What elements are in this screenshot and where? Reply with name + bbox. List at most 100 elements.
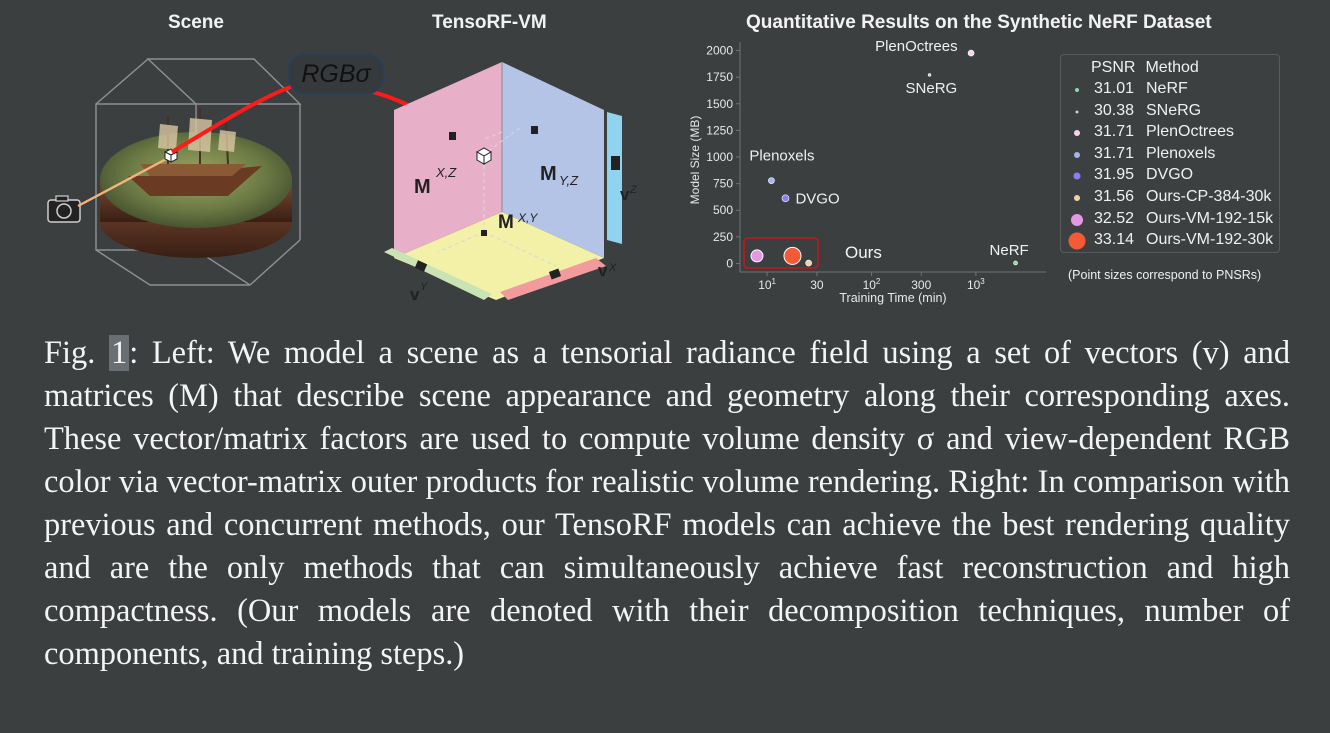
legend-method: DVGO [1146, 166, 1194, 184]
legend-psnr: 31.95 [1094, 166, 1135, 184]
y-tick-label: 2000 [706, 44, 733, 58]
camera-icon [47, 195, 81, 223]
legend-marker [1068, 232, 1086, 250]
legend-method: Ours-VM-192-30k [1146, 231, 1274, 249]
legend-row: 31.95 DVGO [1061, 165, 1279, 186]
scene-title: Scene [168, 12, 224, 33]
y-tick-label: 1750 [706, 70, 733, 84]
legend-psnr: 31.56 [1094, 188, 1135, 205]
legend-psnr: 33.14 [1094, 231, 1135, 249]
plane-xz [394, 62, 502, 258]
ours-highlight-box [743, 237, 819, 269]
legend-method: NeRF [1146, 80, 1188, 97]
camera-ray [77, 155, 171, 208]
x-tick-label: 103 [967, 277, 985, 292]
figure-graphics: RGBσ M X,Z M Y,Z M X,Y v Z v [47, 38, 1046, 305]
point-label-nerf: NeRF [990, 242, 1029, 259]
legend-row: 31.71 Plenoxels [1061, 144, 1279, 165]
legend-marker [1073, 172, 1081, 180]
chart-footnote: (Point sizes correspond to PNSRs) [1068, 268, 1262, 282]
figure-caption: Fig. 1: Left: We model a scene as a tens… [44, 332, 1290, 676]
legend-row: 31.01 NeRF [1061, 79, 1279, 100]
matrix-xz-label: M [414, 176, 431, 198]
matrix-xy-sup: X,Y [517, 211, 538, 225]
caption-fig-number[interactable]: 1 [108, 335, 130, 371]
y-tick-label: 1500 [706, 97, 733, 111]
ship-scene-image [100, 108, 292, 258]
matrix-xz-sup: X,Z [435, 165, 457, 180]
vector-x-marker [548, 268, 562, 280]
legend-row: 32.52 Ours-VM-192-15k [1061, 209, 1279, 230]
legend-marker [1071, 213, 1083, 226]
y-tick-label: 750 [713, 177, 733, 191]
x-tick-label: 101 [758, 277, 776, 292]
legend-header: PSNR Method [1091, 59, 1209, 77]
vector-z-sup: Z [629, 184, 638, 196]
vector-z-label: v [620, 185, 630, 204]
y-tick-label: 1000 [706, 150, 733, 164]
point-plenoxels [768, 177, 775, 184]
vector-y [384, 248, 492, 300]
point-dvgo [781, 194, 790, 203]
legend-psnr: 31.71 [1094, 123, 1135, 141]
x-axis-label: Training Time (min) [839, 291, 946, 305]
scatter-chart: 0 250 500 750 1000 1250 1500 1750 2000 101 30 102 3… [688, 38, 1046, 305]
vector-y-sup: Y [420, 281, 428, 293]
tensorf-vm-diagram [384, 62, 622, 300]
legend-marker [1075, 88, 1079, 92]
point-ours-vm-192-30k [783, 246, 802, 265]
point-label-plenoctrees: PlenOctrees [875, 38, 958, 55]
legend-method: SNeRG [1146, 101, 1202, 119]
legend-marker [1075, 110, 1079, 114]
y-tick-label: 500 [713, 203, 733, 217]
legend-row: 31.71 PlenOctrees [1061, 122, 1279, 143]
point-ours-vm-192-15k [750, 249, 764, 263]
vector-z-marker [611, 156, 620, 170]
chart-title: Quantitative Results on the Synthetic Ne… [746, 12, 1212, 33]
vector-z [607, 112, 622, 244]
plane-yz [502, 62, 604, 258]
x-tick-label: 102 [863, 277, 881, 292]
matrix-xy-label: M [498, 212, 514, 233]
caption-text: : Left: We model a scene as a tensorial … [44, 335, 1291, 672]
legend-psnr: 31.01 [1094, 80, 1135, 97]
x-tick-label: 30 [810, 278, 824, 292]
legend-psnr: 32.52 [1094, 209, 1135, 227]
legend-psnr: 31.71 [1094, 144, 1135, 162]
point-nerf [1013, 260, 1018, 266]
legend-method: Ours-CP-384-30k [1146, 188, 1272, 205]
legend-method: PlenOctrees [1146, 123, 1235, 141]
legend-header-method: Method [1145, 59, 1199, 76]
legend-method: Ours-VM-192-15k [1146, 209, 1274, 227]
point-label-snerg: SNeRG [906, 80, 958, 97]
legend-method: Plenoxels [1146, 144, 1216, 162]
point-ours-cp-384-30k [805, 259, 812, 267]
legend-marker [1074, 151, 1080, 158]
y-tick-label: 0 [726, 256, 733, 270]
matrix-yz-label: M [540, 163, 557, 185]
y-tick-label: 250 [713, 230, 733, 244]
chart-legend: PSNR Method 31.01 NeRF 30.38 SNeRG 31.71 PlenO… [1060, 54, 1280, 253]
vector-x [500, 258, 606, 300]
legend-marker [1074, 195, 1080, 201]
legend-header-psnr: PSNR [1091, 59, 1136, 76]
legend-row: 31.56 Ours-CP-384-30k [1061, 187, 1279, 208]
vm-sample-cube [475, 147, 493, 165]
matrix-yz-sup: Y,Z [559, 173, 579, 188]
y-axis-label: Model Size (MB) [688, 116, 702, 205]
rgb-sigma-label: RGBσ [301, 60, 371, 88]
point-label-plenoxels: Plenoxels [749, 148, 814, 165]
legend-row: 33.14 Ours-VM-192-30k [1061, 230, 1279, 251]
point-snerg [927, 73, 932, 77]
ours-label: Ours [845, 243, 882, 262]
y-tick-label: 1250 [706, 123, 733, 137]
tensorf-vm-title: TensoRF-VM [432, 12, 547, 33]
vector-y-marker [414, 260, 428, 272]
legend-psnr: 30.38 [1094, 101, 1135, 119]
rgb-sigma-box [287, 53, 385, 95]
point-label-dvgo: DVGO [795, 190, 839, 207]
vector-y-label: v [410, 285, 420, 304]
point-plenoctrees [967, 49, 975, 57]
x-tick-label: 300 [911, 278, 931, 292]
vector-x-label: v [598, 261, 608, 280]
